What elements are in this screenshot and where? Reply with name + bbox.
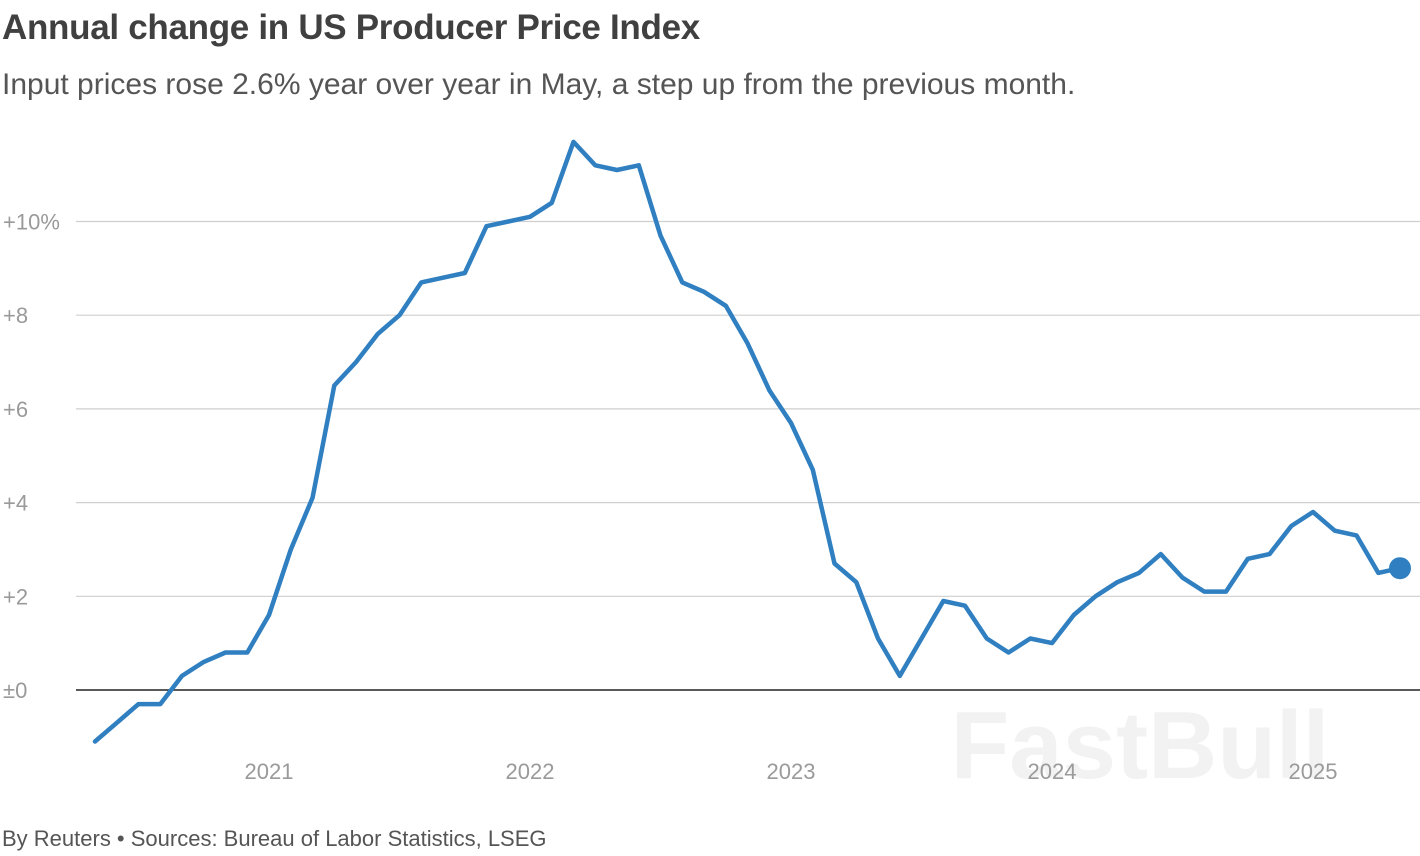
latest-point (1389, 557, 1411, 580)
series (92, 139, 1411, 744)
x-tick-label: 2025 (1289, 759, 1338, 784)
series-line (92, 139, 1403, 744)
data-point (463, 271, 467, 275)
data-point (485, 224, 489, 228)
data-point (550, 201, 554, 205)
data-point (1115, 580, 1119, 584)
x-tick-label: 2023 (767, 759, 816, 784)
data-point (746, 341, 750, 345)
data-point (985, 636, 989, 640)
data-point (441, 276, 445, 280)
x-tick-label: 2024 (1028, 759, 1077, 784)
y-tick-label: ±0 (3, 678, 27, 703)
y-tick-label: +4 (3, 491, 28, 516)
data-point (920, 636, 924, 640)
data-point (1333, 529, 1337, 533)
data-point (854, 580, 858, 584)
y-axis: ±0 +2 +4 +6 +8 +10% (3, 210, 60, 704)
data-point (963, 604, 967, 608)
x-tick-label: 2022 (506, 759, 555, 784)
data-point (1268, 552, 1272, 556)
data-point (1376, 571, 1380, 575)
data-point (115, 721, 119, 725)
chart-subtitle: Input prices rose 2.6% year over year in… (2, 68, 1076, 101)
data-point (398, 313, 402, 317)
data-point (1050, 641, 1054, 645)
data-point (659, 234, 663, 238)
data-point (1355, 533, 1359, 537)
data-point (1224, 590, 1228, 594)
data-point (311, 496, 315, 500)
data-point (767, 388, 771, 392)
data-point (680, 280, 684, 284)
watermark: FastBull (951, 692, 1330, 799)
data-point (1159, 552, 1163, 556)
data-point (637, 163, 641, 167)
data-point (941, 599, 945, 603)
data-point (572, 140, 576, 144)
y-tick-label: +8 (3, 303, 28, 328)
data-point (354, 360, 358, 364)
data-point (137, 702, 141, 706)
data-point (332, 383, 336, 387)
chart-title: Annual change in US Producer Price Index (2, 8, 700, 47)
data-point (419, 280, 423, 284)
gridlines (76, 220, 1420, 691)
data-point (833, 562, 837, 566)
data-point (811, 468, 815, 472)
data-point (158, 702, 162, 706)
data-point (376, 332, 380, 336)
data-point (1311, 510, 1315, 514)
data-point (224, 651, 228, 655)
data-point (1181, 576, 1185, 580)
data-point (702, 290, 706, 294)
data-point (506, 220, 510, 224)
data-point (876, 636, 880, 640)
data-point (528, 215, 532, 219)
data-point (724, 304, 728, 308)
x-tick-label: 2021 (245, 759, 294, 784)
data-point (898, 674, 902, 678)
data-point (202, 660, 206, 664)
data-point (289, 547, 293, 551)
data-point (1028, 636, 1032, 640)
data-point (245, 651, 249, 655)
data-point (1202, 590, 1206, 594)
data-point (180, 674, 184, 678)
data-point (789, 421, 793, 425)
data-point (1246, 557, 1250, 561)
y-tick-label: +2 (3, 584, 28, 609)
x-axis: 2021 2022 2023 2024 2025 (245, 759, 1338, 784)
data-point (1137, 571, 1141, 575)
data-point (1007, 651, 1011, 655)
data-point (615, 168, 619, 172)
data-point (93, 740, 97, 744)
source-credit: By Reuters • Sources: Bureau of Labor St… (2, 826, 547, 851)
data-point (593, 163, 597, 167)
y-tick-label: +6 (3, 397, 28, 422)
data-point (1289, 524, 1293, 528)
y-tick-label: +10% (3, 210, 60, 235)
data-point (1072, 613, 1076, 617)
data-point (267, 613, 271, 617)
data-point (1094, 594, 1098, 598)
